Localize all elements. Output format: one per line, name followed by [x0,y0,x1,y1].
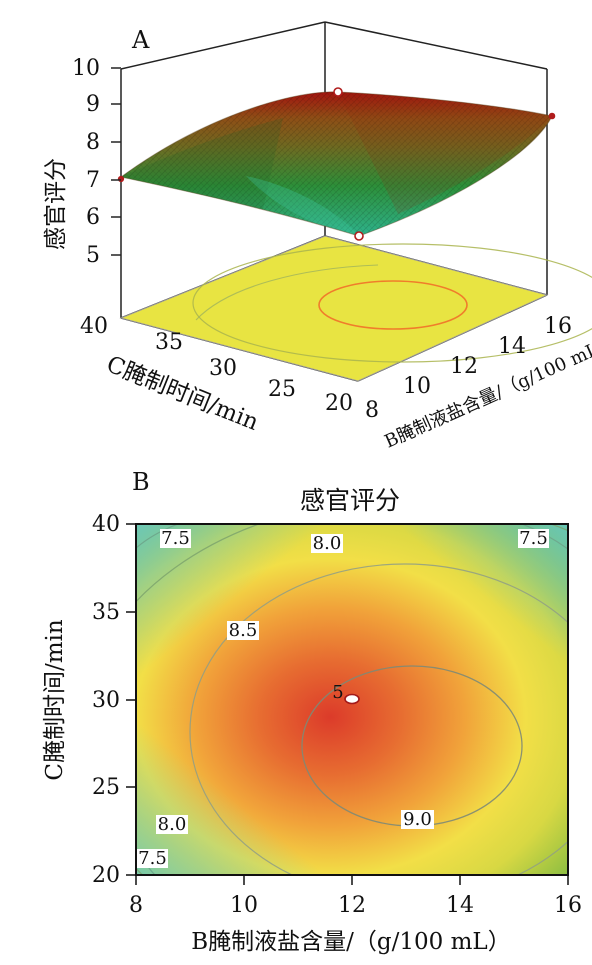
panel-b-label: B [132,468,150,496]
y-tick-label-40: 40 [80,314,108,339]
contour-label-box-5 [156,815,188,834]
contour-7-5-top-left [136,524,179,549]
design-point-left [117,175,125,183]
x-tick-b-14: 14 [446,893,474,918]
center-point [344,693,360,705]
design-point-top [333,87,343,97]
x-tick-label-16: 16 [544,314,572,339]
panel-a-right-top-edge [324,21,548,70]
x-tick-label-10: 10 [403,374,431,399]
panel-a-label: A [131,26,150,54]
contour-projection-floor [119,235,549,382]
y-tick-b-35: 35 [92,600,120,625]
x-tick-b-10: 10 [230,893,258,918]
x-tick-label-12: 12 [450,354,478,379]
y-tick-label-20: 20 [325,391,353,416]
surface-highlight-right [338,92,552,214]
front-left-axis-title: C腌制时间/min [103,351,262,436]
contour-label-2: 8.0 [313,533,342,554]
contour-label-4: 8.5 [229,620,258,641]
y-axis-labels: 40 35 30 25 20 [92,512,120,888]
panel-a-back-top-edge [120,21,326,70]
contour-label-8: 5 [332,682,343,703]
contour-label-box-1 [160,529,191,548]
y-tick-b-30: 30 [92,688,120,713]
x-tick-b-16: 16 [554,893,582,918]
y-tick-b-40: 40 [92,512,120,537]
design-point-right [548,112,556,120]
contour-label-5: 8.0 [158,814,187,835]
surface-plot [119,91,553,237]
z-tick-label-6: 6 [86,205,100,230]
panel-b-title: 感官评分 [300,486,400,515]
z-tick-label-5: 5 [86,243,100,268]
z-tick-label-8: 8 [86,130,100,155]
design-point-bottom [354,231,364,241]
z-axis-title: 感官评分 [43,158,69,250]
contour-label-box-6 [137,849,168,868]
contour-label-3: 7.5 [519,528,548,549]
contour-label-1: 7.5 [161,528,190,549]
contour-label-7: 9.0 [403,809,432,830]
floor-contour-left-arc [195,264,379,321]
y-tick-b-20: 20 [92,863,120,888]
contour-label-6: 7.5 [138,848,167,869]
panel-b: B 感官评分 7.5 8.0 7.5 8.5 8.0 [42,468,582,955]
x-tick-label-8: 8 [365,398,379,423]
floor-contour-inner [318,280,468,330]
y-tick-label-30: 30 [209,356,237,381]
contour-labels: 7.5 8.0 7.5 8.5 8.0 7.5 9.0 5 [137,528,549,869]
x-tick-b-12: 12 [338,893,366,918]
contour-label-box-3 [518,529,549,548]
y-tick-label-35: 35 [155,330,183,355]
x-axis [135,875,569,885]
panel-b-y-axis-title: C腌制时间/min [42,619,68,781]
panel-b-x-axis-title: B腌制液盐含量/（g/100 mL） [191,929,510,955]
y-tick-label-25: 25 [268,377,296,402]
contour-label-box-7 [401,810,434,829]
z-tick-label-10: 10 [72,56,100,81]
z-tick-label-7: 7 [86,168,100,193]
surface-highlight-left [121,118,283,214]
floor-contour-mid [192,243,592,363]
y-axis [126,523,136,876]
z-axis: 10 9 8 7 6 5 感官评分 [43,56,121,268]
x-axis-labels: 8 10 12 14 16 [129,893,582,918]
x-tick-label-14: 14 [498,334,526,359]
contour-label-box-2 [311,534,343,553]
x-tick-b-8: 8 [129,893,143,918]
surface-valley-glow [246,176,359,236]
panel-a: A [43,21,592,453]
z-tick-label-9: 9 [86,92,100,117]
contour-label-box-4 [227,621,259,640]
contour-8-5 [189,563,568,875]
y-tick-b-25: 25 [92,775,120,800]
